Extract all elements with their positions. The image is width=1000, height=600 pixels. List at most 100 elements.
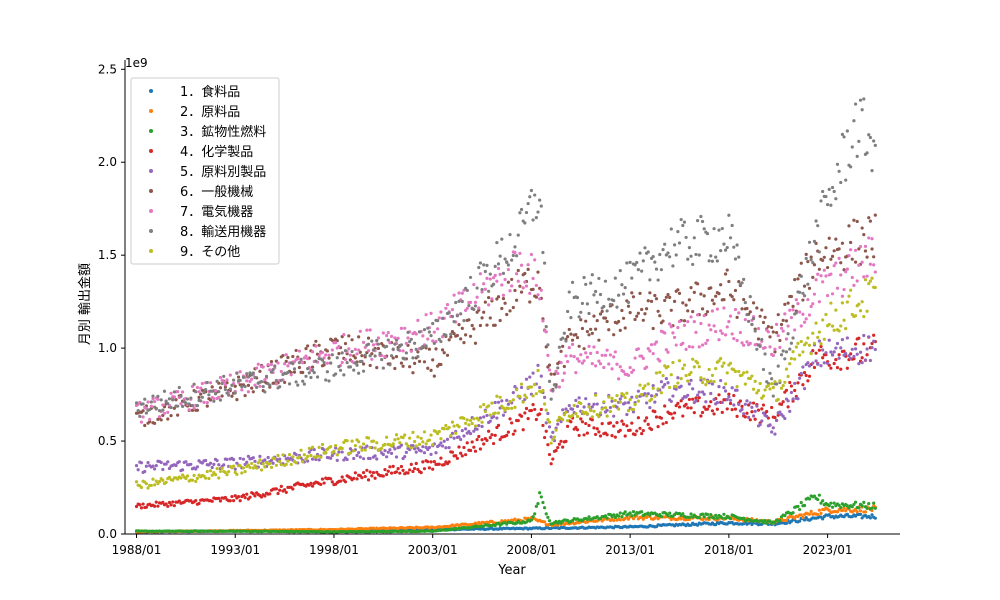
data-point (556, 418, 560, 423)
data-point (684, 347, 688, 351)
data-point (467, 303, 471, 308)
data-point (536, 501, 540, 506)
data-point (317, 445, 321, 449)
data-point (445, 353, 450, 357)
data-point (536, 293, 540, 297)
data-point (284, 490, 288, 494)
data-point (197, 501, 201, 506)
data-point (834, 357, 838, 362)
data-point (584, 282, 588, 286)
data-point (258, 454, 262, 459)
data-point (646, 382, 650, 386)
data-point (853, 260, 858, 264)
data-point (630, 514, 634, 518)
data-point (228, 387, 232, 391)
data-point (276, 453, 280, 458)
data-point (779, 402, 784, 406)
data-point (723, 382, 728, 386)
data-point (710, 309, 715, 313)
data-point (432, 330, 436, 334)
data-point (554, 448, 558, 453)
data-point (498, 272, 502, 276)
data-point (796, 341, 800, 345)
data-point (661, 385, 665, 389)
data-point (784, 388, 789, 392)
data-point (462, 341, 466, 345)
data-point (483, 287, 487, 291)
data-point (862, 233, 866, 237)
data-point (541, 319, 545, 323)
data-point (699, 376, 703, 380)
data-point (610, 434, 614, 438)
data-point (804, 256, 808, 261)
data-point (659, 380, 664, 384)
data-points (134, 97, 877, 534)
data-point (161, 467, 165, 472)
data-point (631, 368, 636, 372)
data-point (582, 433, 586, 437)
data-point (605, 319, 609, 324)
data-point (681, 512, 685, 516)
data-point (577, 344, 581, 348)
data-point (399, 343, 404, 347)
data-point (536, 368, 540, 373)
data-point (681, 414, 685, 418)
data-point (503, 301, 507, 305)
data-point (190, 408, 195, 412)
data-point (477, 418, 481, 422)
data-point (732, 393, 736, 398)
data-point (310, 350, 315, 354)
data-point (506, 402, 510, 406)
data-point (822, 361, 826, 365)
data-point (542, 435, 547, 440)
data-point (485, 263, 489, 267)
data-point (725, 268, 729, 272)
data-point (442, 427, 446, 431)
data-point (659, 268, 664, 272)
data-point (450, 431, 455, 435)
data-point (559, 439, 563, 443)
data-point (330, 353, 334, 357)
data-point (779, 322, 784, 327)
data-point (564, 439, 568, 443)
data-point (832, 361, 836, 366)
data-point (217, 496, 221, 500)
data-point (528, 300, 532, 304)
data-point (179, 394, 183, 398)
data-point (460, 454, 464, 458)
data-point (307, 371, 311, 375)
data-point (385, 435, 389, 439)
data-point (169, 503, 173, 507)
data-point (829, 301, 833, 305)
data-point (786, 332, 790, 336)
data-point (776, 397, 780, 402)
data-point (220, 394, 224, 398)
data-point (645, 416, 649, 420)
data-point (715, 400, 719, 405)
data-point (602, 304, 606, 309)
data-point (380, 446, 384, 450)
series-points (134, 236, 877, 424)
data-point (386, 469, 390, 473)
data-point (653, 260, 657, 264)
x-tick-label: 2008/01 (506, 543, 556, 557)
data-point (310, 484, 315, 488)
data-point (488, 413, 492, 417)
data-point (464, 427, 468, 431)
data-point (343, 357, 348, 362)
data-point (829, 257, 833, 261)
data-point (134, 480, 139, 484)
data-point (485, 323, 489, 327)
data-point (640, 354, 644, 358)
data-point (628, 365, 632, 370)
data-point (157, 409, 162, 413)
data-point (529, 385, 534, 389)
data-point (255, 385, 259, 389)
data-point (366, 478, 371, 482)
data-point (437, 462, 441, 466)
data-point (223, 470, 227, 474)
data-point (659, 416, 664, 420)
data-point (651, 352, 655, 356)
data-point (858, 512, 863, 516)
data-point (587, 333, 591, 337)
